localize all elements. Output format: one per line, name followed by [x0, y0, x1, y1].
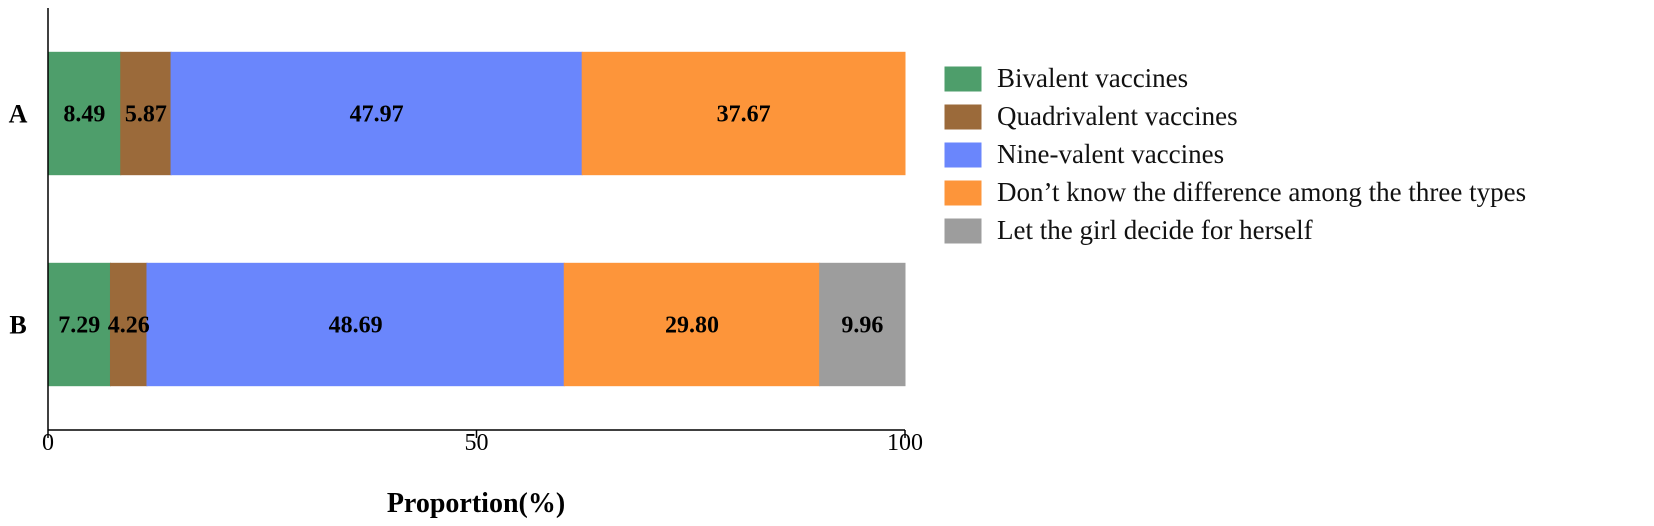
data-labels-layer: 8.49 5.87 47.97 37.67 7.29 4.26 48.69 29.80 9.96 [58, 102, 883, 339]
x-ticks-layer: 0 50 100 [42, 430, 923, 456]
data-label-B-5: 9.96 [841, 313, 883, 339]
data-label-A-3: 47.97 [350, 102, 404, 128]
category-label-B: B [9, 311, 26, 340]
x-tick-label-50: 50 [465, 430, 489, 456]
bar-segment-A-4 [581, 51, 906, 176]
category-label-A: A [9, 100, 28, 129]
legend-label-5: Let the girl decide for herself [997, 215, 1313, 245]
data-label-B-2: 4.26 [108, 313, 150, 339]
legend-swatch-4 [944, 180, 982, 206]
data-label-A-2: 5.87 [125, 102, 167, 128]
legend-swatch-5 [944, 218, 982, 244]
bar-segment-B-2 [109, 262, 148, 387]
legend-label-2: Quadrivalent vaccines [997, 101, 1238, 131]
data-label-A-4: 37.67 [717, 102, 771, 128]
data-label-B-3: 48.69 [329, 313, 383, 339]
bar-segment-B-5 [819, 262, 906, 387]
x-axis-title: Proportion(%) [387, 488, 565, 519]
data-label-B-4: 29.80 [665, 313, 719, 339]
bar-segment-B-3 [146, 262, 565, 387]
x-tick-label-100: 100 [887, 430, 923, 456]
legend-swatch-2 [944, 104, 982, 130]
legend-swatch-3 [944, 142, 982, 168]
bar-segment-A-2 [120, 51, 172, 176]
bar-segment-A-1 [47, 51, 122, 176]
data-label-B-1: 7.29 [58, 313, 100, 339]
bar-segment-A-3 [170, 51, 583, 176]
legend-label-1: Bivalent vaccines [997, 63, 1188, 93]
legend-swatch-1 [944, 66, 982, 92]
data-label-A-1: 8.49 [63, 102, 105, 128]
legend-label-4: Don’t know the difference among the thre… [997, 177, 1526, 207]
category-labels-layer: AB [9, 100, 28, 340]
legend: Bivalent vaccines Quadrivalent vaccines Ni… [944, 63, 1526, 245]
bar-segment-B-4 [563, 262, 821, 387]
x-tick-label-0: 0 [42, 430, 54, 456]
bar-segment-B-1 [47, 262, 111, 387]
bars-layer [47, 51, 906, 387]
legend-label-3: Nine-valent vaccines [997, 139, 1224, 169]
